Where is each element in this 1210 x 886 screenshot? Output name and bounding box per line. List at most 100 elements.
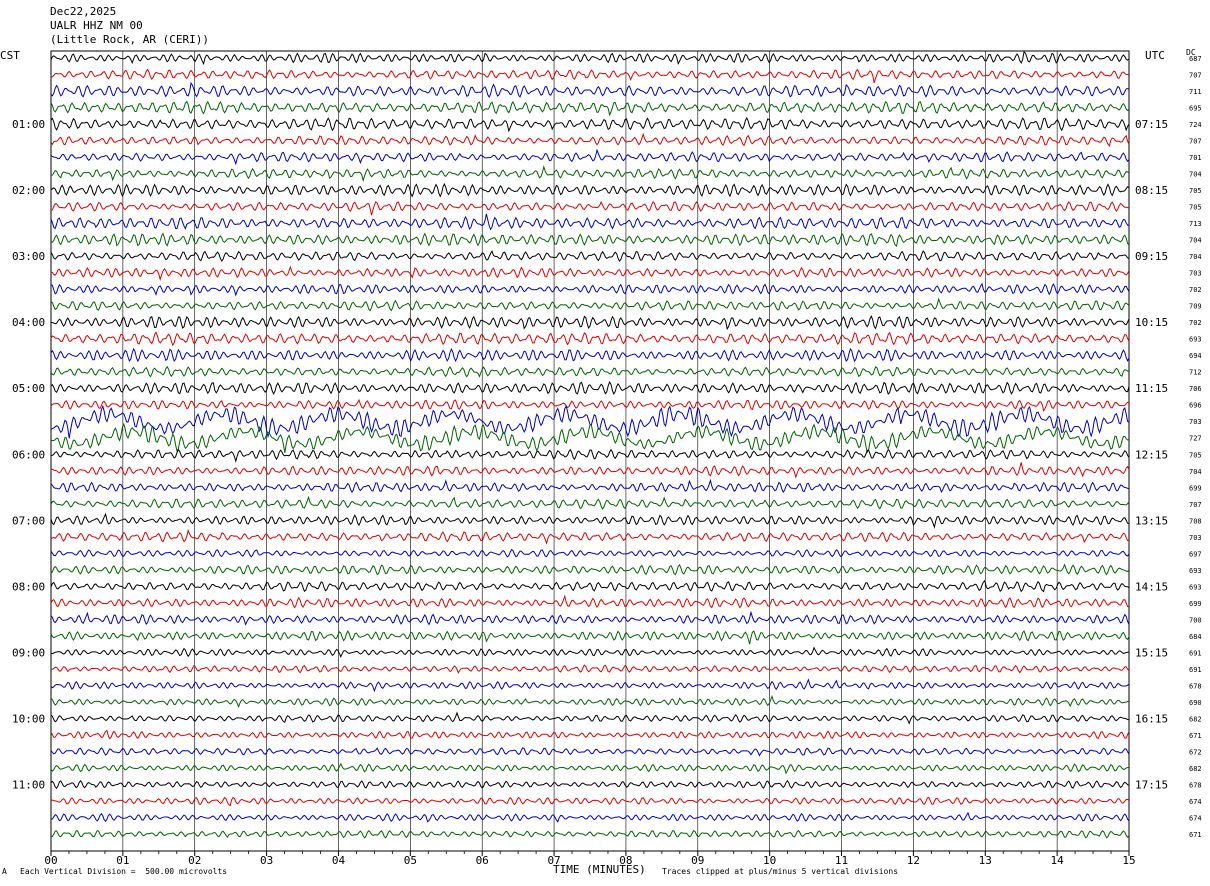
trace-line-19: [50, 365, 1130, 378]
dc-value-label: 727: [1189, 435, 1202, 443]
dc-value-label: 672: [1189, 748, 1202, 756]
dc-value-label: 705: [1189, 204, 1202, 212]
x-tick-label: 14: [1051, 854, 1065, 867]
x-tick-label: 06: [476, 854, 489, 867]
x-tick-label: 08: [619, 854, 632, 867]
dc-value-label: 678: [1189, 682, 1202, 690]
trace-line-27: [50, 495, 1130, 510]
x-tick-label: 12: [907, 854, 920, 867]
trace-line-41: [50, 729, 1130, 740]
trace-line-34: [50, 610, 1130, 626]
dc-value-label: 684: [1189, 633, 1202, 641]
trace-line-43: [50, 762, 1130, 775]
left-timezone-label: CST: [0, 49, 20, 62]
dc-value-label: 699: [1189, 484, 1202, 492]
trace-line-44: [50, 779, 1130, 790]
dc-value-label: 702: [1189, 286, 1202, 294]
trace-line-22: [50, 404, 1130, 439]
x-tick-label: 10: [763, 854, 776, 867]
dc-value-label: 693: [1189, 567, 1202, 575]
trace-line-36: [50, 646, 1130, 659]
x-tick-label: 07: [547, 854, 560, 867]
trace-line-24: [50, 448, 1130, 464]
trace-line-37: [51, 664, 1130, 674]
right-hour-label: 11:15: [1135, 382, 1168, 395]
dc-value-label: 709: [1189, 303, 1202, 311]
left-hour-label: 05:00: [12, 382, 45, 395]
dc-value-label: 696: [1189, 402, 1202, 410]
trace-line-10: [50, 213, 1130, 231]
trace-line-23: [50, 422, 1130, 454]
dc-value-label: 702: [1189, 319, 1202, 327]
x-tick-label: 11: [835, 854, 848, 867]
right-hour-label: 16:15: [1135, 712, 1168, 725]
trace-line-32: [50, 579, 1130, 593]
trace-line-13: [50, 265, 1130, 282]
x-tick-label: 13: [979, 854, 992, 867]
trace-line-42: [50, 746, 1130, 757]
dc-value-label: 691: [1189, 666, 1202, 674]
trace-line-15: [50, 297, 1130, 312]
left-hour-label: 10:00: [12, 712, 45, 725]
dc-value-label: 704: [1189, 253, 1202, 261]
scale-note: Each Vertical Division = 500.00 microvol…: [20, 867, 228, 876]
trace-line-21: [50, 398, 1130, 413]
x-tick-label: 15: [1122, 854, 1135, 867]
dc-value-label: 724: [1189, 121, 1202, 129]
dc-value-label: 693: [1189, 336, 1202, 344]
dc-value-label: 682: [1189, 765, 1202, 773]
dc-value-label: 703: [1189, 534, 1202, 542]
dc-value-label: 707: [1189, 501, 1202, 509]
left-hour-label: 06:00: [12, 448, 45, 461]
dc-value-label: 703: [1189, 270, 1202, 278]
trace-line-46: [50, 811, 1130, 823]
trace-line-29: [50, 528, 1130, 545]
plot-date: Dec22,2025: [50, 5, 117, 18]
dc-value-label: 674: [1189, 798, 1202, 806]
trace-line-4: [50, 116, 1130, 133]
trace-line-47: [50, 829, 1130, 839]
left-hour-label: 02:00: [12, 184, 45, 197]
dc-value-label: 705: [1189, 187, 1202, 195]
dc-value-label: 682: [1189, 715, 1202, 723]
dc-value-label: 693: [1189, 583, 1202, 591]
dc-value-label: 671: [1189, 732, 1202, 740]
dc-value-label: 707: [1189, 72, 1202, 80]
dc-value-label: 704: [1189, 171, 1202, 179]
trace-line-18: [50, 347, 1130, 363]
trace-line-33: [50, 594, 1130, 609]
x-tick-label: 03: [260, 854, 273, 867]
trace-line-14: [50, 282, 1130, 297]
trace-line-5: [50, 132, 1130, 148]
trace-line-25: [50, 462, 1130, 479]
right-hour-label: 10:15: [1135, 316, 1168, 329]
dc-value-label: 708: [1189, 517, 1202, 525]
dc-value-label: 704: [1189, 468, 1202, 476]
dc-value-label: 707: [1189, 138, 1202, 146]
trace-line-39: [50, 695, 1130, 709]
right-hour-label: 07:15: [1135, 118, 1168, 131]
dc-value-label: 690: [1189, 699, 1202, 707]
left-hour-label: 08:00: [12, 580, 45, 593]
dc-value-label: 691: [1189, 649, 1202, 657]
left-hour-label: 11:00: [12, 778, 45, 791]
trace-line-17: [50, 331, 1130, 347]
trace-line-6: [50, 148, 1130, 166]
dc-value-label: 713: [1189, 220, 1202, 228]
x-tick-label: 05: [404, 854, 417, 867]
trace-line-26: [50, 478, 1130, 494]
right-hour-label: 17:15: [1135, 778, 1168, 791]
label-group: 00 01 02 03 04 05 06 07 08 09 10 11 12 13 14 15 687 707 71…: [12, 55, 1202, 867]
trace-line-2: [50, 81, 1130, 99]
left-hour-label: 07:00: [12, 514, 45, 527]
right-hour-label: 15:15: [1135, 646, 1168, 659]
left-hour-label: 01:00: [12, 118, 45, 131]
trace-line-11: [50, 232, 1130, 247]
trace-line-9: [50, 200, 1130, 216]
right-hour-label: 12:15: [1135, 448, 1168, 461]
trace-line-30: [50, 548, 1130, 558]
left-hour-label: 03:00: [12, 250, 45, 263]
trace-line-1: [50, 68, 1130, 84]
left-hour-label: 04:00: [12, 316, 45, 329]
